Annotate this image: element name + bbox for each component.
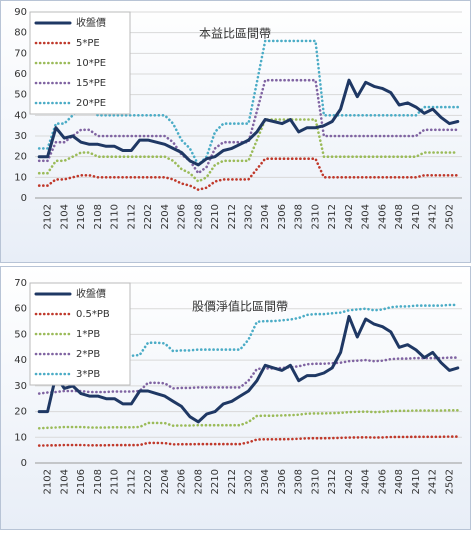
x-tick-label: 2404	[361, 469, 372, 494]
x-tick-label: 2312	[327, 469, 338, 494]
x-tick-label: 2202	[143, 204, 154, 229]
y-tick-label: 0	[21, 458, 27, 469]
chart-title: 本益比區間帶	[199, 27, 271, 41]
legend-label: 10*PE	[76, 58, 106, 69]
x-tick-label: 2302	[244, 204, 255, 229]
x-tick-label: 2212	[227, 469, 238, 494]
x-tick-label: 2412	[428, 204, 439, 229]
x-tick-label: 2112	[126, 469, 137, 494]
legend-box	[29, 282, 131, 386]
y-tick-label: 20	[14, 407, 27, 418]
x-tick-label: 2104	[59, 469, 70, 494]
legend-label: 0.5*PB	[76, 309, 110, 320]
series-line	[37, 314, 460, 424]
legend-label: 3*PB	[76, 369, 100, 380]
series-line	[37, 435, 460, 447]
legend-label: 收盤價	[76, 16, 106, 29]
x-tick-label: 2102	[43, 204, 54, 229]
x-tick-label: 2402	[344, 204, 355, 229]
x-tick-label: 2110	[110, 469, 121, 494]
x-tick-label: 2408	[394, 469, 405, 494]
series-line	[37, 78, 460, 175]
x-tick-label: 2306	[277, 469, 288, 494]
chart-title: 股價淨值比區間帶	[192, 299, 288, 314]
x-tick-label: 2410	[411, 204, 422, 229]
y-tick-label: 30	[14, 131, 27, 142]
y-tick-label: 20	[14, 152, 27, 163]
y-tick-label: 10	[14, 172, 27, 183]
x-tick-label: 2208	[193, 469, 204, 494]
legend-label: 2*PB	[76, 349, 100, 360]
legend-label: 20*PE	[76, 98, 106, 109]
legend-box	[29, 11, 131, 115]
x-tick-label: 2206	[177, 469, 188, 494]
x-tick-label: 2410	[411, 469, 422, 494]
x-tick-label: 2208	[193, 204, 204, 229]
x-tick-label: 2402	[344, 469, 355, 494]
y-tick-label: 60	[14, 69, 27, 80]
x-tick-label: 2102	[43, 469, 54, 494]
x-tick-label: 2210	[210, 204, 221, 229]
x-tick-label: 2112	[126, 204, 137, 229]
x-tick-label: 2106	[76, 469, 87, 494]
y-tick-label: 50	[14, 329, 27, 340]
x-tick-label: 2312	[327, 204, 338, 229]
legend-label: 收盤價	[76, 287, 106, 300]
x-tick-label: 2110	[110, 204, 121, 229]
y-tick-label: 30	[14, 381, 27, 392]
y-tick-label: 60	[14, 304, 27, 315]
x-tick-label: 2204	[160, 469, 171, 494]
x-tick-label: 2408	[394, 204, 405, 229]
series-line	[37, 356, 460, 395]
x-tick-label: 2104	[59, 204, 70, 229]
y-tick-label: 10	[14, 432, 27, 443]
x-tick-label: 2302	[244, 469, 255, 494]
legend-label: 15*PE	[76, 78, 106, 89]
x-tick-label: 2304	[260, 469, 271, 494]
x-tick-label: 2310	[310, 204, 321, 229]
y-tick-label: 0	[21, 193, 27, 204]
x-tick-label: 2308	[294, 204, 305, 229]
x-tick-label: 2212	[227, 204, 238, 229]
y-tick-label: 90	[14, 7, 27, 18]
x-tick-label: 2406	[377, 204, 388, 229]
x-tick-label: 2412	[428, 469, 439, 494]
x-tick-label: 2404	[361, 204, 372, 229]
x-tick-label: 2502	[444, 204, 455, 229]
y-tick-label: 50	[14, 90, 27, 101]
series-line	[37, 157, 460, 191]
y-tick-label: 80	[14, 28, 27, 39]
x-tick-label: 2306	[277, 204, 288, 229]
x-tick-label: 2204	[160, 204, 171, 229]
x-tick-label: 2202	[143, 469, 154, 494]
legend-label: 1*PB	[76, 329, 100, 340]
y-tick-label: 70	[14, 48, 27, 59]
series-line	[37, 39, 460, 167]
series-line	[37, 78, 460, 167]
x-tick-label: 2406	[377, 469, 388, 494]
y-tick-label: 70	[14, 278, 27, 289]
y-tick-label: 40	[14, 355, 27, 366]
x-tick-label: 2106	[76, 204, 87, 229]
x-tick-label: 2206	[177, 204, 188, 229]
x-tick-label: 2108	[93, 469, 104, 494]
y-tick-label: 40	[14, 110, 27, 121]
x-tick-label: 2308	[294, 469, 305, 494]
x-tick-label: 2304	[260, 204, 271, 229]
series-line	[37, 409, 460, 430]
x-tick-label: 2502	[444, 469, 455, 494]
x-tick-label: 2108	[93, 204, 104, 229]
x-tick-label: 2310	[310, 469, 321, 494]
x-tick-label: 2210	[210, 469, 221, 494]
legend-label: 5*PE	[76, 38, 100, 49]
